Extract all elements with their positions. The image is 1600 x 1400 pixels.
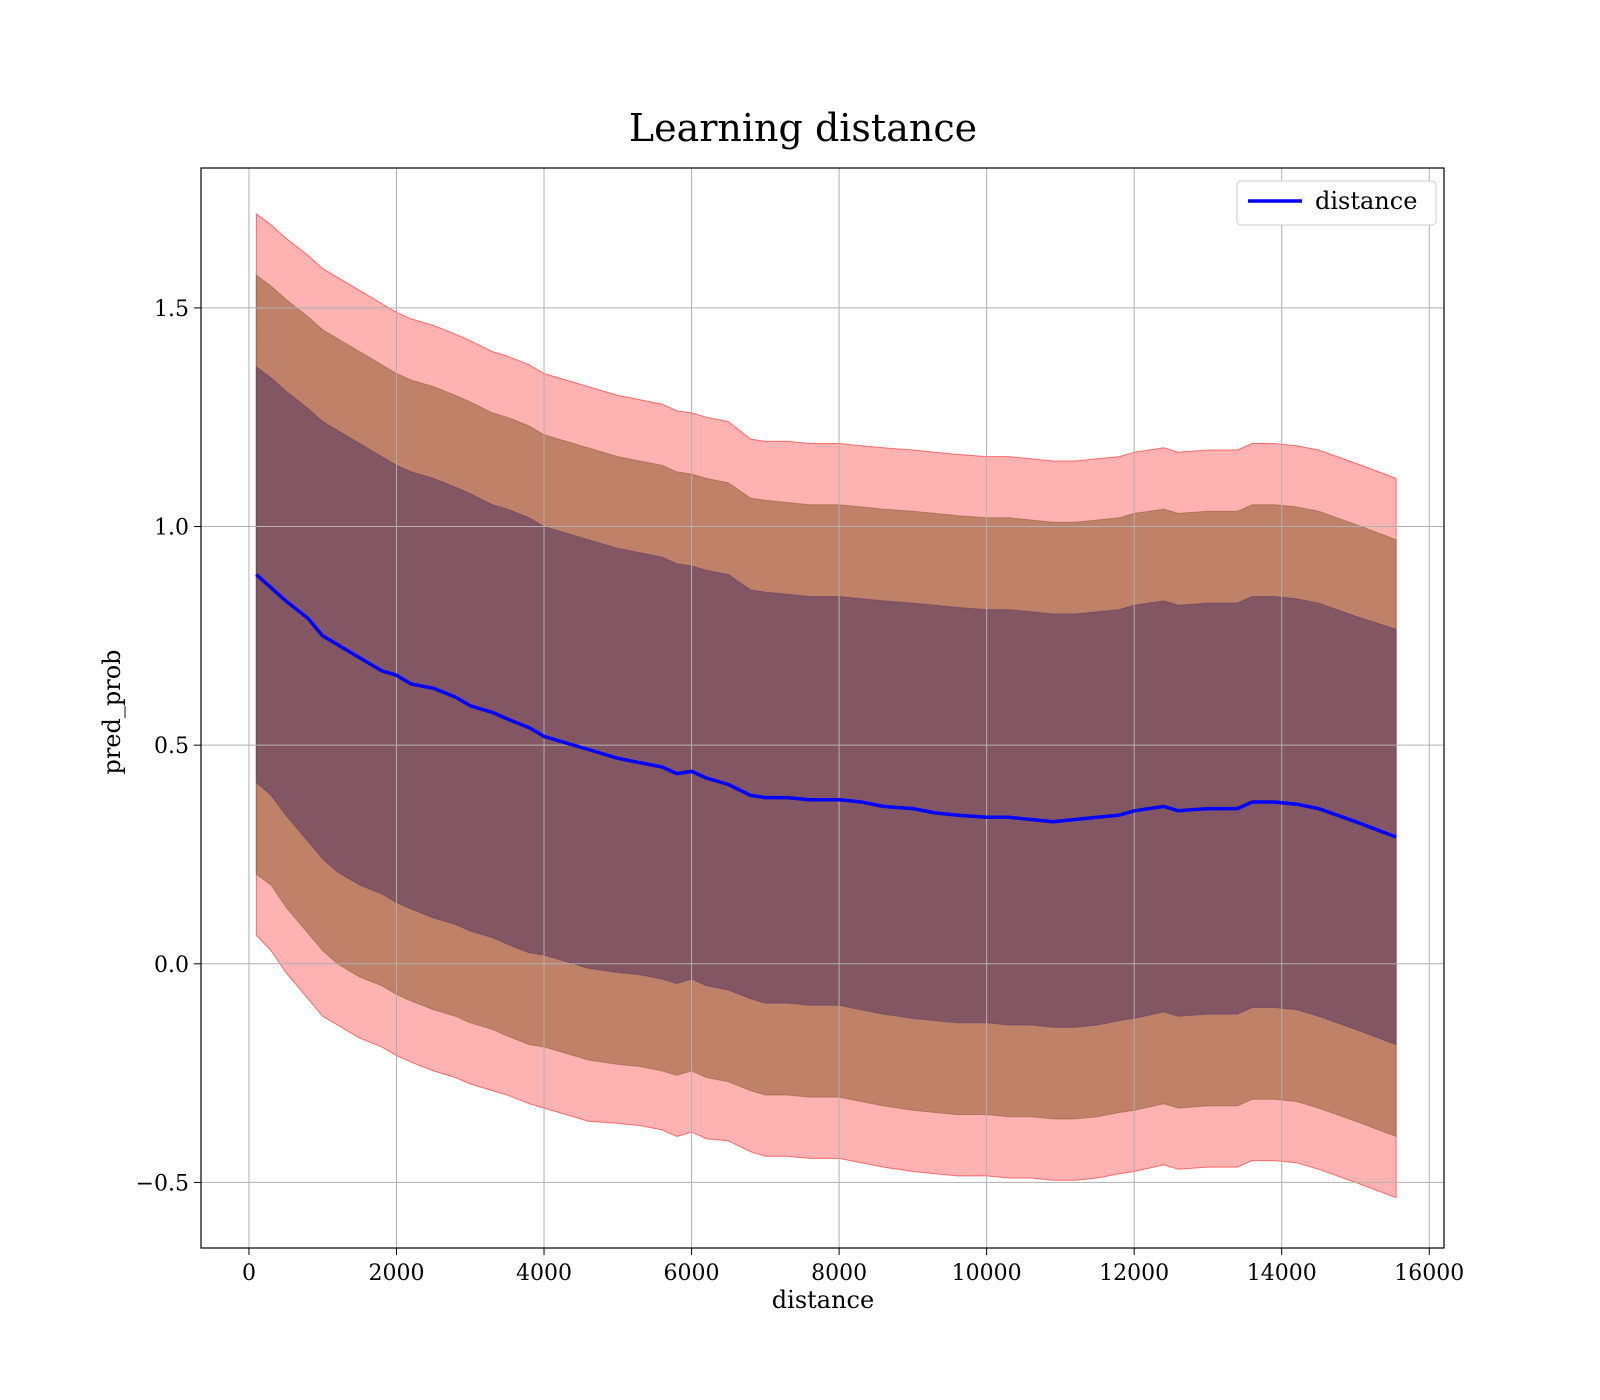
x-axis-ticks: 0 2000 4000 6000 8000 10000 12000 14000 16000 xyxy=(242,1248,1464,1286)
legend-box xyxy=(1236,180,1437,226)
confidence-bands xyxy=(255,212,1397,1199)
x-tick-label-8: 16000 xyxy=(1394,1261,1464,1286)
x-tick-label-7: 14000 xyxy=(1247,1261,1317,1286)
x-tick-label-2: 4000 xyxy=(516,1261,572,1286)
plot-frame xyxy=(200,167,1445,1249)
y-tick-label-1: 0.0 xyxy=(154,953,189,978)
y-tick-label-4: 1.5 xyxy=(154,297,189,322)
chart-title: Learning distance xyxy=(629,106,977,150)
y-axis-ticks: −0.5 0.0 0.5 1.0 1.5 xyxy=(136,297,201,1196)
x-tick-label-1: 2000 xyxy=(368,1261,424,1286)
x-tick-label-0: 0 xyxy=(242,1261,256,1286)
x-tick-label-4: 8000 xyxy=(811,1261,867,1286)
legend-label-distance: distance xyxy=(1315,187,1417,215)
legend: distance xyxy=(1236,180,1437,226)
y-tick-label-2: 0.5 xyxy=(154,734,189,759)
y-tick-label-0: −0.5 xyxy=(136,1171,189,1196)
grid-lines xyxy=(201,168,1444,1248)
series-line-distance xyxy=(255,573,1397,839)
y-axis-title: pred_prob xyxy=(98,649,126,774)
band-inner xyxy=(255,365,1397,1046)
series-line-layer xyxy=(255,573,1397,839)
x-tick-label-5: 10000 xyxy=(952,1261,1022,1286)
x-tick-label-3: 6000 xyxy=(664,1261,720,1286)
x-axis-title: distance xyxy=(772,1286,874,1314)
y-tick-label-3: 1.0 xyxy=(154,516,189,541)
x-tick-label-6: 12000 xyxy=(1099,1261,1169,1286)
